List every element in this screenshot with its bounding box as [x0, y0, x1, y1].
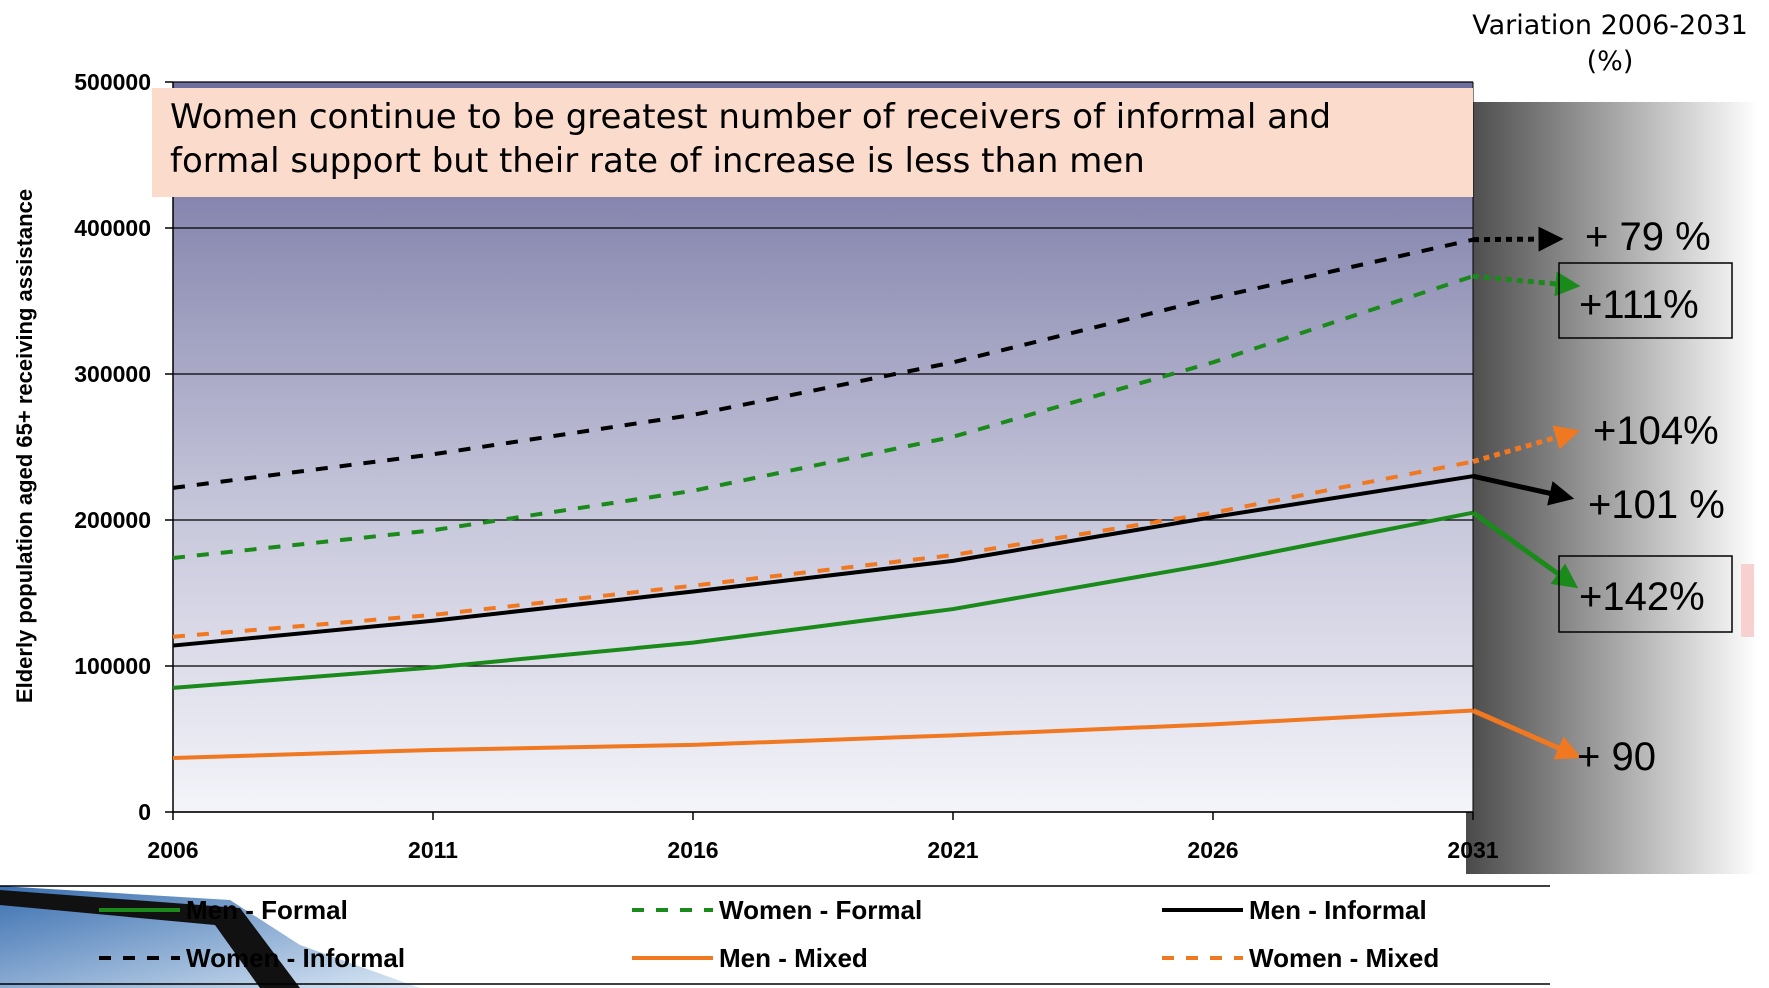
- callout-text: Women continue to be greatest number of …: [170, 97, 1331, 137]
- variation-arrow: [1472, 226, 1564, 252]
- legend-label: Men - Mixed: [719, 943, 868, 973]
- series-line: [172, 474, 1474, 648]
- variation-arrow: [1472, 425, 1581, 465]
- variation-box: [1558, 262, 1733, 339]
- x-tick-label: 2031: [1447, 837, 1498, 863]
- x-tick-label: 2026: [1187, 837, 1238, 863]
- variation-label: +111%: [1579, 283, 1699, 327]
- variation-arrow: [1472, 271, 1581, 297]
- series-line: [172, 237, 1474, 490]
- x-tick-label: 2006: [147, 837, 198, 863]
- variation-arrow: [1471, 510, 1579, 589]
- y-axis-label: Elderly population aged 65+ receiving as…: [12, 189, 37, 703]
- legend-label: Men - Informal: [1249, 895, 1427, 925]
- plot-area: [173, 82, 1473, 812]
- legend-label: Women - Formal: [719, 895, 922, 925]
- series-line: [172, 274, 1474, 560]
- series-line: [172, 510, 1474, 690]
- series-line: [172, 708, 1474, 760]
- y-tick-label: 400000: [74, 215, 151, 241]
- callout-box: [152, 88, 1473, 197]
- variation-arrow: [1472, 473, 1575, 506]
- x-tick-label: 2016: [667, 837, 718, 863]
- y-tick-label: 500000: [74, 69, 151, 95]
- header-unit: (%): [1587, 46, 1634, 77]
- variation-label: +142%: [1579, 575, 1705, 619]
- variation-label: + 90: [1577, 735, 1656, 779]
- legend-label: Men - Formal: [186, 895, 348, 925]
- variation-arrow: [1471, 708, 1582, 760]
- decor: [1741, 564, 1754, 637]
- y-tick-label: 100000: [74, 653, 151, 679]
- y-tick-label: 300000: [74, 361, 151, 387]
- callout-text: formal support but their rate of increas…: [170, 141, 1145, 181]
- y-tick-label: 0: [138, 799, 151, 825]
- x-tick-label: 2021: [927, 837, 978, 863]
- variation-label: +104%: [1593, 409, 1719, 453]
- series-line: [172, 459, 1474, 639]
- variation-label: +101 %: [1588, 483, 1725, 527]
- variation-box: [1558, 555, 1733, 633]
- legend-label: Women - Mixed: [1249, 943, 1439, 973]
- header: Variation 2006-2031: [1472, 10, 1748, 41]
- y-tick-label: 200000: [74, 507, 151, 533]
- x-tick-label: 2011: [408, 837, 458, 863]
- decor-swoosh: [0, 890, 300, 988]
- legend-label: Women - Informal: [186, 943, 405, 973]
- variation-label: + 79 %: [1585, 215, 1711, 259]
